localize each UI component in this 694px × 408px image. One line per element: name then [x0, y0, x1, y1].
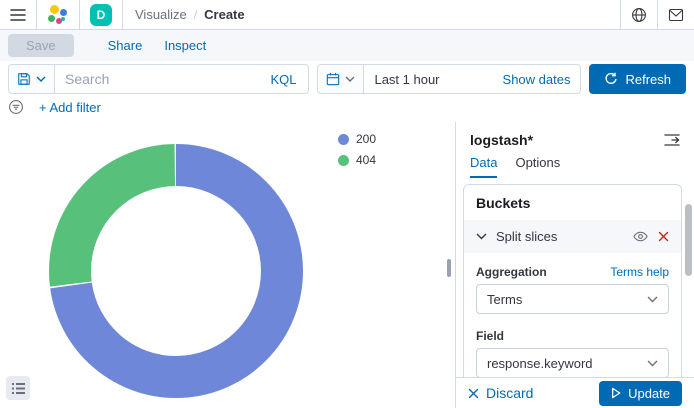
legend-dot-404: [338, 154, 349, 166]
editor-body: Buckets Split slices: [456, 178, 694, 377]
query-bar: KQL Last 1 hour Show dates: [0, 61, 694, 97]
time-range-value[interactable]: Last 1 hour: [374, 71, 440, 87]
eye-icon[interactable]: [633, 231, 648, 242]
breadcrumb: Visualize / Create: [123, 0, 257, 29]
elastic-logo[interactable]: [37, 0, 80, 29]
tab-options[interactable]: Options: [515, 155, 561, 170]
pie-slice-404: [49, 144, 303, 398]
refresh-button[interactable]: Refresh: [589, 64, 686, 94]
donut-chart[interactable]: [49, 144, 303, 398]
pie-slice-200: [49, 144, 303, 398]
search-input[interactable]: [55, 71, 271, 87]
split-slices-accordion[interactable]: Split slices: [464, 220, 681, 253]
chevron-down-icon: [36, 76, 46, 82]
field-label: Field: [476, 329, 505, 343]
elastic-logo-icon: [47, 4, 69, 26]
saved-query-menu[interactable]: [9, 65, 55, 93]
discard-label: Discard: [486, 385, 534, 401]
main-content: 200 404 logsta: [0, 122, 694, 408]
newsfeed-button[interactable]: [658, 0, 694, 29]
breadcrumb-current: Create: [204, 7, 245, 22]
vis-editor-panel: logstash* Data Options Buckets: [455, 122, 694, 408]
field-value: response.keyword: [487, 355, 593, 371]
vis-toolbar: Save Share Inspect: [0, 30, 694, 61]
index-pattern-title: logstash*: [470, 132, 534, 148]
hamburger-icon: [10, 8, 26, 21]
buckets-card: Buckets Split slices: [463, 184, 682, 377]
chevron-down-icon: [476, 233, 487, 240]
bucket-form: Aggregation Terms help Terms: [464, 253, 681, 377]
legend-label: 200: [356, 132, 377, 146]
aggregation-field-group: Aggregation Terms help Terms: [476, 265, 669, 314]
split-slices-label: Split slices: [496, 229, 558, 244]
refresh-label: Refresh: [625, 71, 671, 87]
aggregation-select[interactable]: Terms: [476, 284, 669, 314]
globe-icon: [632, 7, 646, 22]
terms-help-link[interactable]: Terms help: [610, 265, 669, 279]
space-switcher[interactable]: D: [80, 0, 123, 29]
query-language-button[interactable]: KQL: [270, 71, 297, 87]
remove-bucket-icon[interactable]: [658, 231, 669, 242]
add-filter-button[interactable]: + Add filter: [39, 99, 101, 115]
buckets-heading: Buckets: [476, 195, 531, 211]
chart-legend: 200 404: [338, 132, 376, 167]
field-field-group: Field response.keyword: [476, 329, 669, 377]
refresh-icon: [605, 72, 618, 85]
legend-item-200[interactable]: 200: [338, 132, 376, 146]
space-badge: D: [90, 3, 112, 26]
update-label: Update: [628, 385, 670, 401]
editor-footer: Discard Update: [456, 377, 694, 408]
collapse-panel-icon[interactable]: [664, 133, 680, 147]
inspect-button[interactable]: Inspect: [164, 38, 207, 53]
show-dates-button[interactable]: Show dates: [502, 71, 571, 87]
filter-bar: + Add filter: [0, 97, 694, 122]
chevron-down-icon: [345, 76, 355, 82]
breadcrumb-separator: /: [193, 7, 198, 22]
field-select[interactable]: response.keyword: [476, 348, 669, 377]
editor-tabs: Data Options: [456, 150, 694, 178]
tab-data[interactable]: Data: [470, 150, 498, 178]
legend-dot-200: [338, 133, 349, 145]
close-icon: [468, 388, 479, 398]
breadcrumb-section[interactable]: Visualize: [135, 7, 187, 22]
legend-label: 404: [356, 153, 377, 167]
share-button[interactable]: Share: [107, 38, 143, 53]
header-right: [620, 0, 694, 29]
visualization-area: 200 404: [0, 122, 455, 408]
nav-menu-button[interactable]: [0, 0, 37, 29]
aggregation-value: Terms: [487, 291, 523, 307]
app-header: D Visualize / Create: [0, 0, 694, 30]
panel-resizer-handle[interactable]: [447, 259, 451, 277]
panel-scrollbar-thumb[interactable]: [685, 204, 692, 276]
chevron-down-icon: [647, 360, 658, 366]
date-picker-control: Last 1 hour Show dates: [317, 64, 582, 94]
list-icon: [11, 382, 25, 394]
envelope-icon: [668, 8, 684, 21]
panel-header: logstash*: [456, 122, 694, 150]
legend-item-404[interactable]: 404: [338, 153, 376, 167]
accordion-actions: [633, 231, 669, 242]
filter-icon[interactable]: [8, 99, 24, 115]
save-button[interactable]: Save: [8, 34, 74, 57]
aggregation-label: Aggregation: [476, 265, 547, 279]
search-control: KQL: [8, 64, 310, 94]
play-icon: [612, 387, 621, 399]
chevron-down-icon: [647, 296, 658, 302]
date-quick-menu[interactable]: [318, 65, 365, 93]
legend-toggle-button[interactable]: [6, 376, 30, 400]
help-menu-button[interactable]: [620, 0, 658, 29]
save-query-icon: [18, 73, 30, 85]
calendar-icon: [327, 72, 340, 86]
update-button[interactable]: Update: [599, 380, 682, 406]
toolbar-links: Share Inspect: [108, 38, 207, 53]
discard-button[interactable]: Discard: [468, 385, 533, 401]
